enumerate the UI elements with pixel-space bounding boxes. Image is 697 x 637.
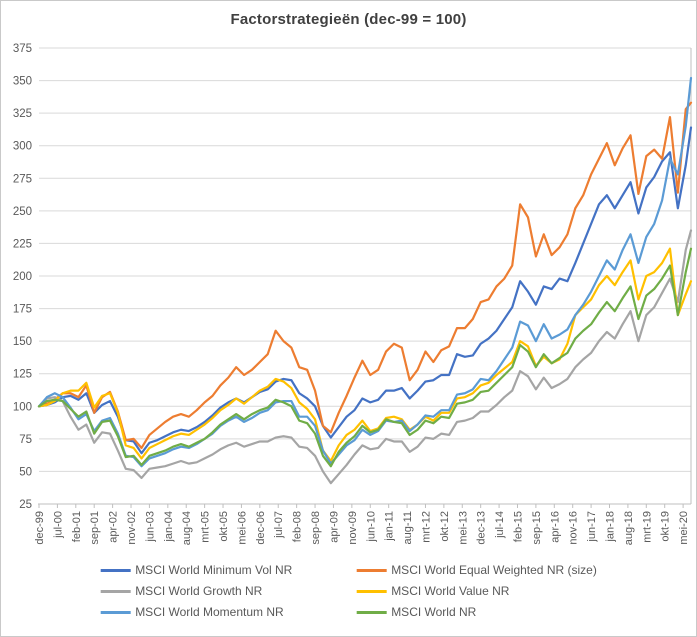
x-axis-tick-label: jul-14 [494, 511, 506, 539]
x-axis-tick-label: aug-18 [623, 511, 635, 545]
legend-item-msci-world-equal-weighted-nr-size: MSCI World Equal Weighted NR (size) [356, 563, 597, 577]
x-axis-tick-label: okt-12 [439, 511, 451, 542]
y-axis-tick-label: 275 [13, 173, 32, 185]
y-axis-tick-label: 350 [13, 76, 32, 88]
x-axis-tick-label: okt-05 [218, 511, 230, 542]
x-axis-tick-label: mei-13 [457, 511, 469, 545]
x-axis-tick-label: mrt-19 [641, 511, 653, 543]
y-axis-tick-label: 250 [13, 206, 32, 218]
legend: MSCI World Minimum Vol NR MSCI World Equa… [100, 563, 597, 619]
x-axis-tick-label: apr-02 [108, 511, 120, 543]
series-line-msci-world-momentum-nr [37, 76, 693, 468]
x-axis-tick-label: mei-20 [678, 511, 690, 545]
legend-label: MSCI World Value NR [391, 584, 510, 598]
legend-line-swatch [100, 589, 131, 593]
x-axis-tick-label: dec-06 [255, 511, 267, 545]
x-axis-tick-label: mrt-05 [200, 511, 212, 543]
legend-line-swatch [356, 589, 387, 593]
x-axis-tick-label: feb-08 [292, 511, 304, 542]
legend-item-msci-world-momentum-nr: MSCI World Momentum NR [100, 605, 348, 619]
y-axis-tick-label: 125 [13, 369, 32, 381]
x-axis-tick-label: apr-16 [549, 511, 561, 543]
x-axis-tick-label: jan-18 [605, 511, 617, 543]
legend-line-swatch [100, 568, 131, 572]
legend-item-msci-world-value-nr: MSCI World Value NR [356, 584, 597, 598]
x-axis-tick-label: aug-11 [402, 511, 414, 544]
series-line-msci-world-equal-weighted-nr-size [37, 101, 693, 450]
y-axis-tick-label: 175 [13, 304, 32, 316]
x-axis-tick-label: jun-03 [144, 511, 156, 543]
x-axis-tick-label: mrt-12 [420, 511, 432, 543]
x-axis-tick-label: apr-09 [328, 511, 340, 543]
x-axis-tick-label: mei-06 [236, 511, 248, 545]
legend-label: MSCI World Equal Weighted NR (size) [391, 563, 597, 577]
x-axis-tick-label: aug-04 [181, 511, 193, 545]
plot-area: 25 50 75 100 125 150 175 200 225 250 275 300 325 350 3… [13, 43, 693, 545]
x-axis-tick-label: feb-15 [512, 511, 524, 542]
y-axis-tick-label: 150 [13, 336, 32, 348]
legend-label: MSCI World Momentum NR [135, 605, 284, 619]
x-axis-tick-label: jun-17 [586, 511, 598, 543]
legend-line-swatch [100, 610, 131, 614]
chart-title: Factorstrategieën (dec-99 = 100) [230, 11, 467, 28]
x-axis-tick-label: nov-02 [126, 511, 138, 545]
series-line-msci-world-minimum-vol-nr [37, 126, 693, 455]
legend-label: MSCI World Growth NR [135, 584, 263, 598]
y-axis-tick-label: 200 [13, 271, 32, 283]
x-axis-tick-label: jul-07 [273, 511, 285, 539]
x-axis-tick-label: sep-01 [89, 511, 101, 545]
y-axis-tick-label: 100 [13, 401, 32, 413]
legend-label: MSCI World Minimum Vol NR [135, 563, 293, 577]
y-axis-tick-label: 325 [13, 108, 32, 120]
x-axis-tick-label: jun-10 [365, 511, 377, 543]
x-axis-tick-label: sep-08 [310, 511, 322, 545]
series-line-msci-world-value-nr [37, 247, 693, 463]
x-axis-tick-label: nov-16 [568, 511, 580, 545]
y-axis-tick-label: 300 [13, 141, 32, 153]
y-axis-tick-label: 75 [19, 434, 32, 446]
x-axis-tick-label: feb-01 [71, 511, 83, 542]
x-axis-tick-label: dec-99 [34, 511, 46, 545]
y-axis-tick-label: 50 [19, 466, 32, 478]
y-axis-tick-label: 375 [13, 43, 32, 55]
x-axis-tick-label: jul-00 [52, 511, 64, 539]
legend-item-msci-world-nr: MSCI World NR [356, 605, 597, 619]
y-axis-tick-label: 25 [19, 499, 32, 511]
legend-line-swatch [356, 568, 387, 572]
x-axis-tick-label: jan-04 [163, 511, 175, 543]
legend-label: MSCI World NR [391, 605, 477, 619]
legend-item-msci-world-growth-nr: MSCI World Growth NR [100, 584, 348, 598]
x-axis-tick-label: nov-09 [347, 511, 359, 545]
legend-line-swatch [356, 610, 387, 614]
series-line-msci-world-growth-nr [37, 229, 693, 485]
y-axis-tick-label: 225 [13, 238, 32, 250]
x-axis-tick-label: dec-13 [476, 511, 488, 545]
x-axis-tick-label: jan-11 [384, 511, 396, 542]
x-axis-tick-label: okt-19 [660, 511, 672, 542]
x-axis-tick-label: sep-15 [531, 511, 543, 545]
series-line-msci-world-nr [37, 247, 693, 468]
legend-item-msci-world-minimum-vol-nr: MSCI World Minimum Vol NR [100, 563, 348, 577]
